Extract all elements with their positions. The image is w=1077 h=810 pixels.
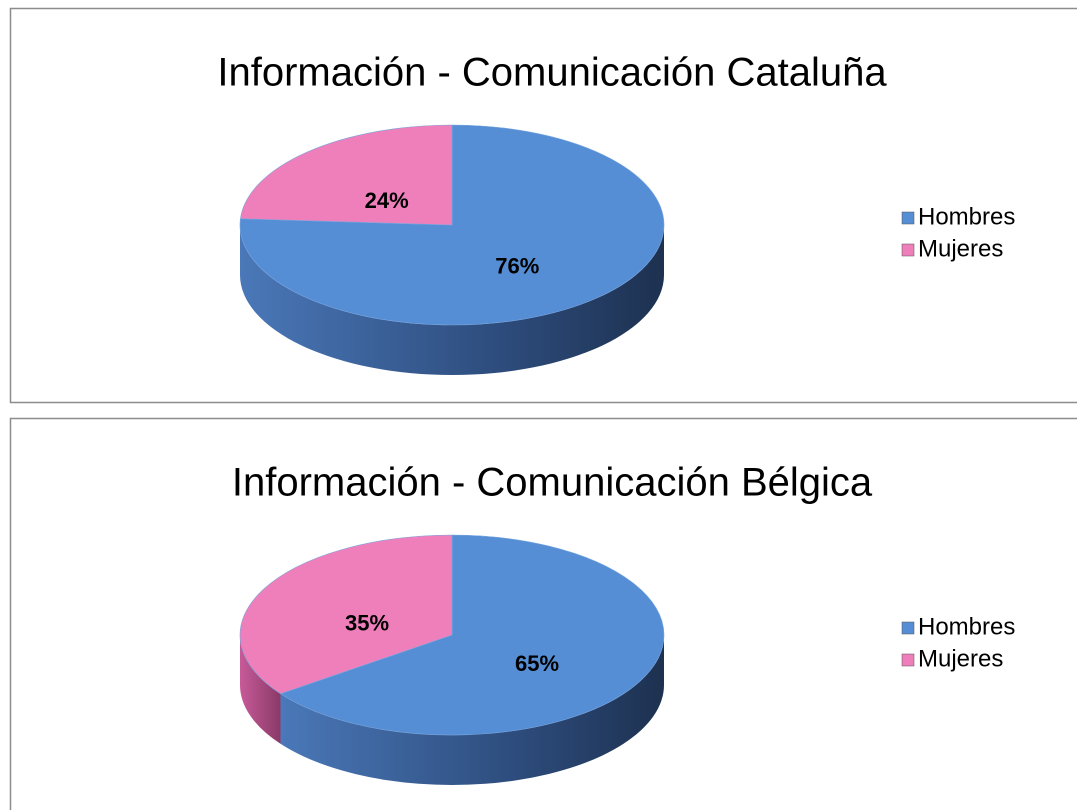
legend-label: Hombres bbox=[918, 613, 1015, 640]
data-label: 76% bbox=[495, 254, 539, 279]
legend-label: Mujeres bbox=[918, 235, 1003, 262]
pie bbox=[239, 124, 665, 375]
slice bbox=[279, 534, 665, 736]
slice-side bbox=[280, 635, 664, 785]
legend-swatch bbox=[901, 243, 915, 257]
data-label: 35% bbox=[345, 610, 389, 635]
slice bbox=[239, 124, 665, 326]
legend-label: Hombres bbox=[918, 203, 1015, 230]
chart-title: Información - Comunicación Cataluña bbox=[217, 51, 887, 95]
slice bbox=[239, 534, 453, 695]
slice bbox=[240, 124, 453, 226]
data-label: 65% bbox=[515, 651, 559, 676]
data-label: 24% bbox=[365, 188, 409, 213]
legend-swatch bbox=[901, 653, 915, 667]
slice-side bbox=[240, 225, 664, 375]
legend-swatch bbox=[901, 211, 915, 225]
legend-label: Mujeres bbox=[918, 645, 1003, 672]
chart-title: Información - Comunicación Bélgica bbox=[232, 461, 873, 505]
slice-side bbox=[240, 635, 281, 744]
legend-swatch bbox=[901, 621, 915, 635]
pie bbox=[239, 534, 665, 785]
